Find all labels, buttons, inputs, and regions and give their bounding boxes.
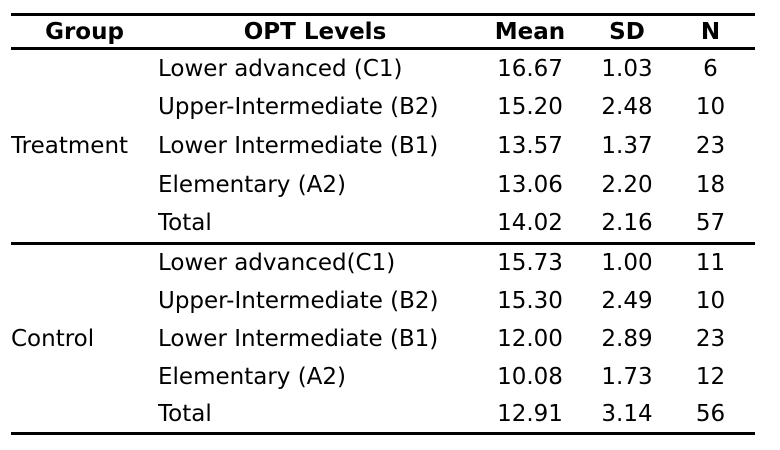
mean-cell: 14.02: [497, 210, 563, 237]
table-header: Group OPT Levels Mean SD N: [11, 15, 755, 49]
n-cell: 23: [695, 325, 726, 352]
n-cell: 12: [695, 363, 726, 390]
n-cell: 6: [703, 55, 718, 82]
mean-cell: 10.08: [497, 363, 563, 390]
opt-level-cell: Lower advanced (C1): [158, 55, 403, 82]
sd-cell: 1.00: [601, 250, 653, 277]
table-row: Lower Intermediate (B1) 13.57 1.37 23: [11, 127, 755, 166]
opt-level-cell: Total: [158, 400, 212, 427]
mean-cell: 13.57: [497, 133, 563, 159]
opt-level-cell: Total: [158, 210, 212, 237]
mean-cell: 12.91: [497, 400, 563, 427]
opt-level-cell: Lower Intermediate (B1): [158, 133, 439, 159]
mean-cell: 15.20: [497, 94, 563, 120]
table-row: Upper-Intermediate (B2) 15.20 2.48 10: [11, 88, 755, 127]
descriptive-statistics-table: Group OPT Levels Mean SD N Treatment Low…: [11, 13, 755, 435]
mean-cell: 12.00: [497, 325, 563, 352]
group-label-treatment: Treatment: [11, 133, 129, 159]
n-cell: 56: [695, 400, 726, 427]
sd-cell: 2.48: [601, 94, 653, 120]
n-cell: 23: [695, 133, 726, 159]
mean-cell: 16.67: [497, 55, 563, 82]
table-row: Upper-Intermediate (B2) 15.30 2.49 10: [11, 282, 755, 320]
sd-cell: 2.16: [601, 210, 653, 237]
opt-level-cell: Elementary (A2): [158, 172, 347, 198]
sd-cell: 2.89: [601, 325, 653, 352]
opt-level-cell: Upper-Intermediate (B2): [158, 94, 439, 120]
column-header-group: Group: [45, 18, 124, 45]
sd-cell: 3.14: [601, 400, 653, 427]
mean-cell: 15.73: [497, 250, 563, 277]
n-cell: 57: [695, 210, 726, 237]
n-cell: 18: [695, 172, 726, 198]
stats-table-container: Group OPT Levels Mean SD N Treatment Low…: [11, 13, 755, 435]
n-cell: 10: [695, 94, 726, 120]
column-header-n: N: [700, 18, 721, 45]
group-treatment-section: Treatment Lower advanced (C1) 16.67 1.03…: [11, 49, 755, 244]
sd-cell: 1.37: [601, 133, 653, 159]
column-header-mean: Mean: [494, 18, 566, 45]
table-row: Lower Intermediate (B1) 12.00 2.89 23: [11, 320, 755, 358]
mean-cell: 13.06: [497, 172, 563, 198]
column-header-opt-levels: OPT Levels: [243, 18, 387, 45]
sd-cell: 2.49: [601, 287, 653, 314]
sd-cell: 1.03: [601, 55, 653, 82]
table-row: Treatment Lower advanced (C1) 16.67 1.03…: [11, 49, 755, 159]
table-row: Elementary (A2) 13.06 2.20 18: [11, 166, 755, 205]
n-cell: 11: [695, 250, 726, 277]
opt-level-cell: Lower advanced(C1): [158, 250, 396, 277]
opt-level-cell: Elementary (A2): [158, 363, 347, 390]
table-row: Control Lower advanced(C1) 15.73 1.00 11: [11, 243, 755, 352]
table-row: Elementary (A2) 10.08 1.73 12: [11, 358, 755, 396]
group-label-control: Control: [11, 325, 95, 352]
sd-cell: 1.73: [601, 363, 653, 390]
header-row: Group OPT Levels Mean SD N: [11, 15, 755, 49]
table-row-total: Total 14.02 2.16 57: [11, 205, 755, 244]
opt-level-cell: Upper-Intermediate (B2): [158, 287, 439, 314]
column-header-sd: SD: [609, 18, 645, 45]
n-cell: 10: [695, 287, 726, 314]
sd-cell: 2.20: [601, 172, 653, 198]
opt-level-cell: Lower Intermediate (B1): [158, 325, 439, 352]
group-control-section: Control Lower advanced(C1) 15.73 1.00 11…: [11, 243, 755, 434]
mean-cell: 15.30: [497, 287, 563, 314]
table-row-total: Total 12.91 3.14 56: [11, 396, 755, 434]
